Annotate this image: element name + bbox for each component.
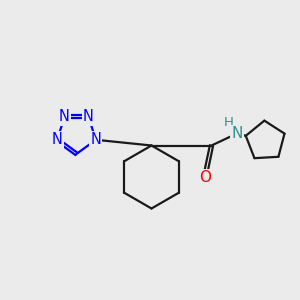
Text: O: O	[200, 170, 211, 185]
Text: N: N	[231, 126, 243, 141]
Text: N: N	[83, 110, 94, 124]
Text: N: N	[52, 132, 62, 147]
Text: N: N	[59, 110, 70, 124]
Text: H: H	[224, 116, 233, 129]
Text: N: N	[91, 132, 101, 147]
